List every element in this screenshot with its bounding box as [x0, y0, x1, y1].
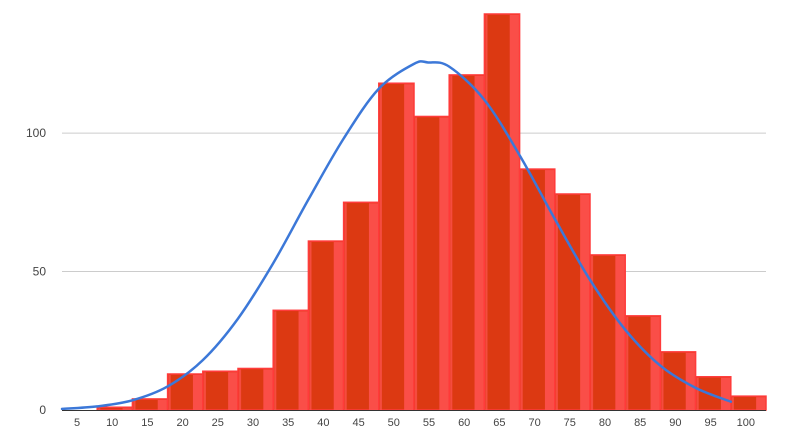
bar-highlight [439, 117, 449, 410]
bar-80-85 [589, 254, 626, 411]
x-tick-label-65: 65 [493, 417, 505, 429]
bar-highlight [368, 203, 379, 410]
x-tick-label-15: 15 [141, 417, 153, 429]
normal-curve [60, 60, 733, 411]
bar-edge [239, 369, 242, 410]
y-tick-label-50: 50 [33, 265, 47, 279]
bar-edge [309, 242, 312, 410]
bar-edge [344, 203, 347, 410]
x-tick-label-80: 80 [599, 417, 611, 429]
bar-edge [661, 352, 664, 410]
x-tick-label-10: 10 [106, 417, 118, 429]
bar-highlight [685, 352, 695, 410]
bar-highlight [756, 397, 766, 410]
x-tick-label-35: 35 [282, 417, 294, 429]
bar-edge [696, 377, 699, 410]
x-tick-label-85: 85 [634, 417, 646, 429]
bar-edge [168, 375, 171, 410]
bar-highlight [615, 255, 625, 410]
bar-15-20 [131, 398, 169, 411]
bar-95-100 [694, 376, 732, 411]
bar-50-55 [378, 82, 415, 411]
bar-highlight [720, 377, 731, 410]
y-tick-label-0: 0 [39, 403, 46, 417]
x-tick-label-20: 20 [176, 417, 188, 429]
bar-70-75 [518, 168, 556, 411]
bar-edge [591, 255, 594, 410]
bar-edge [203, 372, 206, 410]
bar-highlight [298, 311, 308, 410]
y-tick-labels: 0 50 100 [26, 126, 46, 417]
bar-90-95 [659, 351, 697, 411]
bar-55-60 [413, 115, 450, 411]
bar-edge [450, 75, 453, 410]
normal-curve-layer [60, 60, 733, 411]
bar-40-45 [307, 240, 345, 411]
bar-60-65 [448, 74, 486, 411]
bar-highlight [333, 242, 343, 410]
bar-highlight [544, 170, 555, 410]
bar-highlight [122, 408, 132, 410]
bar-25-30 [202, 370, 239, 411]
x-tick-label-50: 50 [388, 417, 400, 429]
bar-edge [485, 15, 488, 410]
x-tick-label-55: 55 [423, 417, 435, 429]
x-tick-label-95: 95 [704, 417, 716, 429]
x-tick-label-25: 25 [212, 417, 224, 429]
x-tick-labels: 5 10 15 20 25 30 35 40 45 50 55 60 65 70 75 80 85 90 95 100 [74, 417, 755, 429]
bar-edge [520, 170, 523, 410]
bar-edge [133, 399, 136, 410]
bar-100-105 [730, 395, 767, 411]
bar-65-70 [483, 13, 521, 411]
bar-highlight [650, 316, 660, 410]
bar-45-50 [342, 201, 380, 411]
bar-20-25 [166, 373, 204, 411]
x-tick-label-45: 45 [352, 417, 364, 429]
y-tick-label-100: 100 [26, 126, 46, 140]
bar-highlight [404, 84, 414, 410]
x-tick-label-60: 60 [458, 417, 470, 429]
bar-highlight [580, 195, 590, 410]
bar-10-15 [96, 406, 134, 411]
bar-edge [98, 408, 101, 410]
histogram-bars [96, 13, 767, 411]
x-tick-label-5: 5 [74, 417, 80, 429]
bar-edge [379, 84, 382, 410]
x-tick-label-40: 40 [317, 417, 329, 429]
bar-highlight [228, 372, 238, 410]
bar-edge [731, 397, 734, 410]
bar-highlight [192, 375, 203, 410]
bar-edge [274, 311, 277, 410]
x-tick-label-100: 100 [737, 417, 755, 429]
bar-30-35 [237, 367, 274, 411]
bar-edge [626, 316, 629, 410]
x-tick-label-90: 90 [669, 417, 681, 429]
bar-35-40 [272, 309, 310, 411]
bar-highlight [474, 75, 484, 410]
bar-highlight [263, 369, 273, 410]
x-tick-label-30: 30 [247, 417, 259, 429]
bar-highlight [157, 399, 167, 410]
bar-edge [415, 117, 418, 410]
x-tick-label-75: 75 [564, 417, 576, 429]
bar-edge [555, 195, 558, 410]
bar-85-90 [624, 315, 662, 411]
x-tick-label-70: 70 [528, 417, 540, 429]
bar-highlight [509, 15, 519, 410]
